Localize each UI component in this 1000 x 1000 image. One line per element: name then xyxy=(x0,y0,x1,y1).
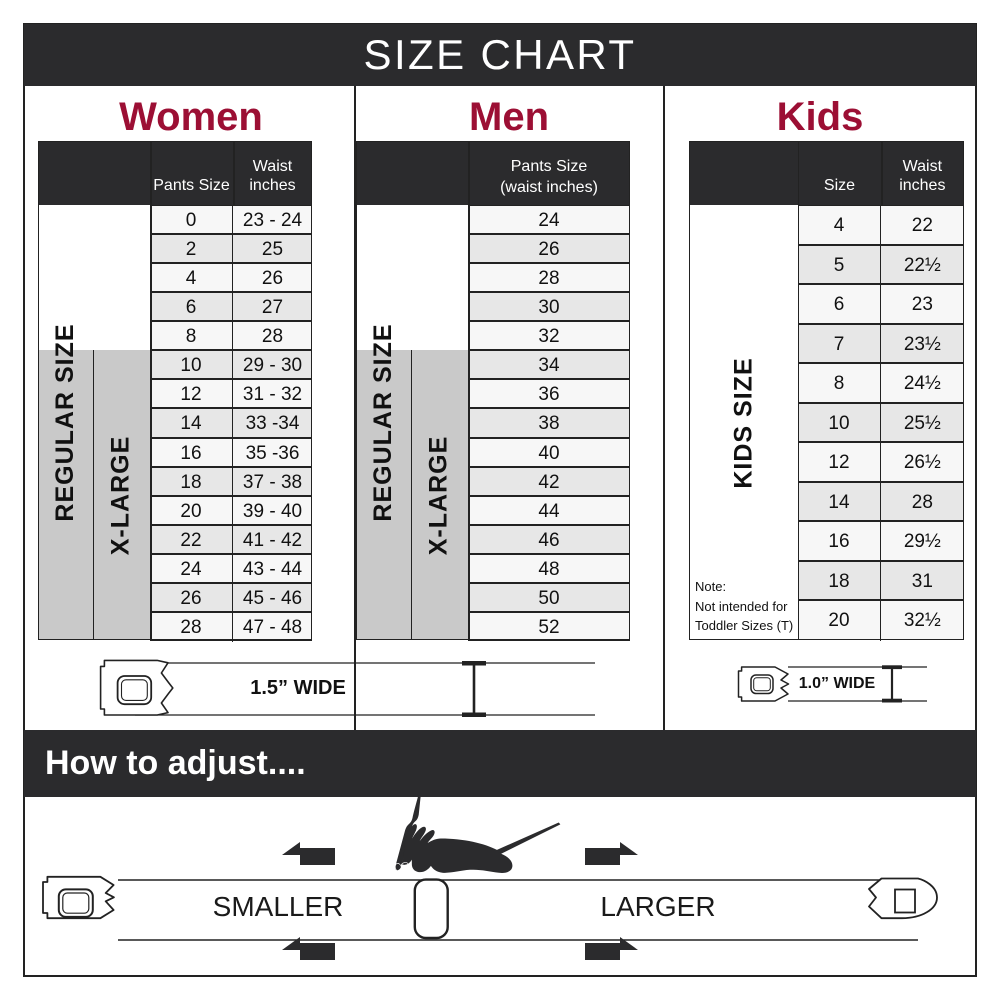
svg-text:1.0” WIDE: 1.0” WIDE xyxy=(799,675,876,692)
svg-text:SMALLER: SMALLER xyxy=(213,891,344,922)
svg-text:1.5” WIDE: 1.5” WIDE xyxy=(250,677,346,699)
svg-text:LARGER: LARGER xyxy=(600,891,715,922)
